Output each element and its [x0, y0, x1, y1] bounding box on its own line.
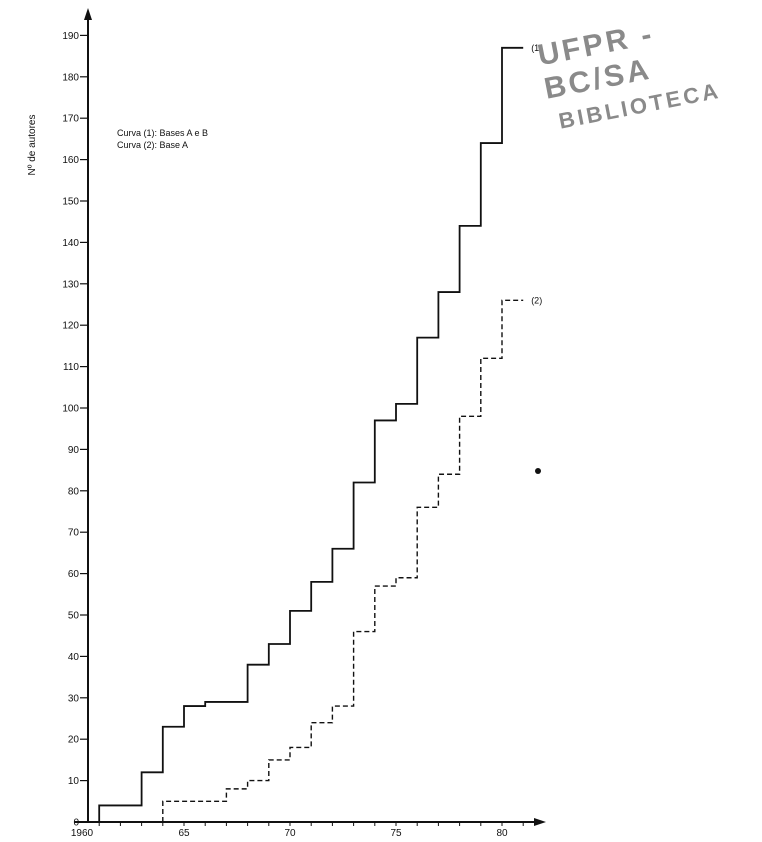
y-tick-label: 150: [62, 197, 79, 208]
y-tick-label: 90: [68, 445, 80, 456]
series-label-1: (1): [531, 43, 542, 53]
series-label-2: (2): [531, 295, 542, 305]
y-axis-label: Nº de autores: [27, 115, 38, 176]
y-tick-label: 110: [63, 362, 79, 373]
x-tick-label: 70: [284, 828, 296, 839]
y-tick-label: 100: [62, 404, 79, 415]
y-tick-label: 10: [68, 776, 80, 787]
y-ticks: 0 10 20 30 40 50 60 70 80 90 100 110 120 130 140 150 160…: [62, 31, 88, 829]
y-tick-label: 160: [62, 155, 79, 166]
y-tick-label: 80: [68, 486, 80, 497]
y-tick-label: 50: [68, 611, 80, 622]
y-tick-label: 190: [62, 31, 79, 42]
y-tick-label: 20: [68, 735, 80, 746]
y-tick-label: 30: [68, 693, 80, 704]
y-tick-label: 140: [62, 238, 79, 249]
ink-dot: [535, 468, 541, 474]
y-tick-label: 130: [62, 279, 79, 290]
y-tick-label: 170: [62, 114, 79, 125]
y-tick-label: 120: [62, 321, 79, 332]
series-lines: (1) (2): [98, 43, 542, 822]
series-line-1: [98, 46, 524, 822]
x-tick-label: 80: [496, 828, 508, 839]
x-ticks: 1960 65 70 75 80: [71, 822, 524, 839]
y-axis-arrow: [84, 8, 92, 20]
y-tick-label: 0: [73, 818, 79, 829]
x-axis-arrow: [534, 818, 546, 826]
y-tick-label: 180: [62, 72, 79, 83]
legend-entry-2: Curva (2): Base A: [117, 140, 188, 150]
x-tick-label: 65: [178, 828, 190, 839]
y-tick-label: 70: [68, 528, 80, 539]
y-tick-label: 40: [68, 652, 80, 663]
y-tick-label: 60: [68, 569, 80, 580]
series-line-2: [162, 299, 524, 822]
x-tick-label: 75: [390, 828, 402, 839]
axes: [74, 8, 546, 826]
legend-entry-1: Curva (1): Bases A e B: [117, 128, 208, 138]
x-tick-label: 1960: [71, 828, 94, 839]
